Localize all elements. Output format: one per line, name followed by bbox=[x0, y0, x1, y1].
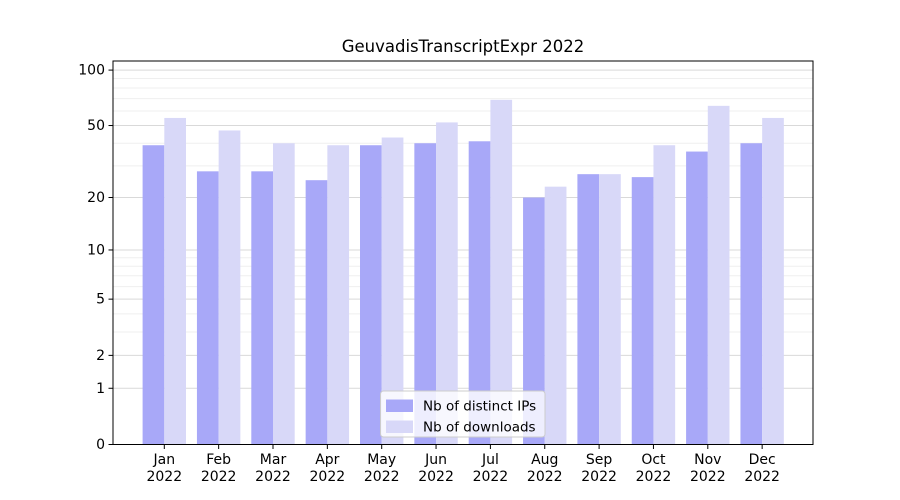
y-tick-label: 1 bbox=[96, 381, 105, 397]
bar-downloads-sep bbox=[599, 174, 621, 445]
bar-downloads-feb bbox=[218, 130, 241, 445]
y-tick-label: 10 bbox=[87, 242, 105, 258]
x-tick-label-month: Oct bbox=[641, 452, 666, 468]
x-tick-label-month: Mar bbox=[260, 452, 287, 468]
bar-downloads-aug bbox=[544, 186, 567, 445]
x-tick-label-month: Sep bbox=[586, 452, 613, 468]
x-tick-label-year: 2022 bbox=[418, 469, 454, 485]
legend: Nb of distinct IPs Nb of downloads bbox=[380, 390, 546, 438]
x-tick-label-month: Dec bbox=[749, 452, 776, 468]
bar-downloads-jan bbox=[164, 117, 186, 445]
chart-title: GeuvadisTranscriptExpr 2022 bbox=[342, 37, 585, 56]
y-tick-label: 50 bbox=[87, 118, 105, 134]
x-tick-label-month: Aug bbox=[531, 452, 558, 468]
bar-downloads-apr bbox=[327, 145, 350, 445]
x-tick-label-month: Apr bbox=[315, 452, 339, 468]
legend-swatch-downloads bbox=[386, 420, 413, 433]
x-tick-label-year: 2022 bbox=[255, 469, 291, 485]
bar-distinct-ips-jan bbox=[142, 145, 165, 445]
x-tick-label-year: 2022 bbox=[581, 469, 617, 485]
plot-area: 1005020105210Jan2022Feb2022Mar2022Apr202… bbox=[78, 60, 814, 485]
legend-label-downloads: Nb of downloads bbox=[423, 420, 536, 436]
y-tick-label: 5 bbox=[96, 292, 105, 308]
x-tick-label-year: 2022 bbox=[636, 469, 672, 485]
bar-distinct-ips-jun bbox=[414, 143, 437, 445]
x-tick-label-month: May bbox=[367, 452, 396, 468]
x-tick-label-year: 2022 bbox=[527, 469, 563, 485]
bar-downloads-dec bbox=[762, 117, 784, 445]
x-tick-label-year: 2022 bbox=[201, 469, 237, 485]
bar-distinct-ips-oct bbox=[631, 177, 654, 445]
bar-downloads-oct bbox=[653, 145, 676, 445]
bar-downloads-nov bbox=[707, 105, 730, 445]
bar-distinct-ips-sep bbox=[577, 174, 600, 445]
y-tick-label: 100 bbox=[78, 63, 105, 79]
bar-distinct-ips-aug bbox=[523, 197, 545, 445]
bar-distinct-ips-feb bbox=[196, 171, 219, 445]
bar-downloads-may bbox=[381, 137, 404, 445]
bar-distinct-ips-jul bbox=[468, 141, 491, 445]
x-tick-label-year: 2022 bbox=[690, 469, 726, 485]
bar-downloads-jun bbox=[436, 122, 458, 445]
x-tick-label-year: 2022 bbox=[473, 469, 509, 485]
x-tick-label-month: Jun bbox=[424, 452, 447, 468]
x-tick-label-year: 2022 bbox=[744, 469, 780, 485]
axes-frame bbox=[112, 60, 814, 445]
legend-swatch-distinct-ips bbox=[386, 399, 413, 412]
bar-distinct-ips-dec bbox=[740, 143, 763, 445]
x-tick-label-month: Jan bbox=[153, 452, 176, 468]
bar-distinct-ips-nov bbox=[686, 151, 708, 445]
bar-downloads-mar bbox=[273, 143, 295, 445]
legend-label-distinct-ips: Nb of distinct IPs bbox=[423, 399, 536, 415]
x-tick-label-month: Feb bbox=[206, 452, 231, 468]
bar-downloads-jul bbox=[490, 99, 513, 445]
y-tick-label: 20 bbox=[87, 190, 105, 206]
x-tick-label-year: 2022 bbox=[310, 469, 346, 485]
y-tick-label: 0 bbox=[96, 437, 105, 453]
x-tick-label-year: 2022 bbox=[364, 469, 400, 485]
x-tick-label-month: Jul bbox=[481, 452, 499, 468]
bar-distinct-ips-apr bbox=[305, 180, 328, 445]
x-tick-label-year: 2022 bbox=[146, 469, 182, 485]
bar-distinct-ips-may bbox=[360, 145, 382, 445]
bar-distinct-ips-mar bbox=[251, 171, 273, 445]
x-tick-label-month: Nov bbox=[694, 452, 721, 468]
legend-box bbox=[380, 390, 546, 438]
y-tick-label: 2 bbox=[96, 348, 105, 364]
